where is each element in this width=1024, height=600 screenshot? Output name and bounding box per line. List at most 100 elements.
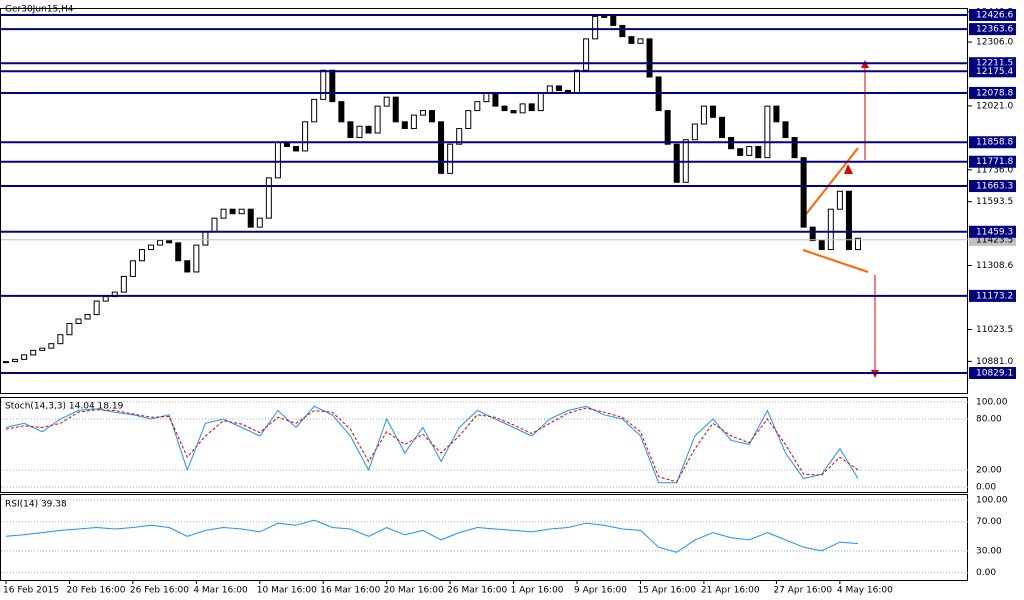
level-tag: 11173.2 [969, 289, 1016, 302]
level-box [969, 155, 1016, 168]
level-label: 11173.2 [976, 291, 1013, 301]
x-tick-label: 16 Feb 2015 [3, 586, 59, 596]
candle [102, 296, 109, 302]
indicator-line [5, 405, 859, 484]
candle [438, 121, 445, 174]
candle [664, 110, 671, 145]
candle [30, 349, 37, 356]
candle [48, 343, 55, 349]
y-tick-label: 11023.5 [976, 325, 1013, 335]
candle [528, 103, 535, 112]
candle [329, 69, 336, 103]
level-tag: 10829.1 [969, 367, 1016, 380]
y-tick-label: 12021.0 [976, 101, 1013, 111]
level-tag: 11771.8 [969, 155, 1016, 168]
candle [274, 141, 281, 179]
candle [447, 143, 454, 174]
candle [483, 92, 490, 103]
current-price-label: 11423.5 [976, 235, 1013, 245]
stoch-label: Stoch(14,3,3) 14.04 18.19 [5, 402, 124, 412]
candle [555, 85, 562, 91]
candle [220, 208, 227, 219]
candle [57, 334, 64, 345]
candle [338, 101, 345, 123]
level-box [969, 225, 1016, 238]
candle [737, 148, 744, 156]
rsi-label: RSI(14) 39.38 [5, 500, 67, 510]
candle [175, 242, 182, 262]
candle [129, 260, 136, 277]
indicator-line [5, 519, 859, 553]
candle [429, 110, 435, 123]
level-box [969, 367, 1016, 380]
candle [410, 114, 417, 130]
level-tag: 12363.6 [969, 23, 1016, 36]
level-box [969, 8, 1016, 21]
candle [800, 157, 807, 228]
level-box [969, 65, 1016, 78]
stoch-panel [0, 397, 968, 493]
candle [855, 237, 861, 251]
y-tick-label: 11593.5 [976, 197, 1013, 207]
candle [501, 105, 508, 112]
x-tick-label: 20 Feb 16:00 [66, 586, 125, 596]
level-box [969, 136, 1016, 149]
candle [619, 24, 626, 38]
candle [75, 318, 82, 325]
candle [347, 121, 354, 138]
candle [293, 145, 300, 152]
candle [845, 190, 852, 251]
price-panel [0, 8, 968, 394]
y-tick-label: 20.00 [976, 465, 1002, 475]
candle [211, 217, 218, 233]
candle [474, 101, 481, 112]
rsi-panel [0, 494, 968, 581]
level-label: 11858.8 [976, 138, 1013, 148]
candle [392, 96, 399, 123]
candle [646, 38, 653, 78]
candle [265, 177, 272, 219]
candle [791, 136, 798, 159]
candle [537, 92, 544, 112]
candle [383, 96, 390, 107]
candle [492, 92, 499, 107]
level-tag: 11663.3 [969, 180, 1016, 193]
candle [401, 121, 408, 130]
candle [719, 116, 726, 138]
level-label: 12078.8 [976, 88, 1013, 98]
candle [510, 110, 517, 114]
candle [256, 217, 263, 228]
level-label: 12211.5 [976, 59, 1013, 69]
y-tick-label: 80.00 [976, 415, 1002, 425]
y-tick-label: 11308.6 [976, 261, 1013, 271]
x-tick-label: 27 Apr 16:00 [773, 586, 832, 596]
candle [238, 208, 245, 215]
candle [628, 36, 635, 44]
candle [229, 208, 236, 215]
y-tick-label: 12306.0 [976, 38, 1013, 48]
candle [12, 358, 19, 363]
candle [546, 85, 553, 94]
level-label: 11663.3 [976, 182, 1013, 192]
y-tick-label: 100.00 [976, 495, 1008, 505]
candle [746, 145, 753, 156]
x-tick-label: 4 May 16:00 [837, 586, 893, 596]
candle [120, 275, 127, 293]
level-box [969, 86, 1016, 99]
candle [193, 244, 200, 273]
level-tag: 12078.8 [969, 86, 1016, 99]
candle [673, 143, 680, 183]
candle [419, 110, 426, 116]
candle [39, 347, 46, 351]
y-tick-label: 11736.0 [976, 165, 1013, 175]
candle [365, 125, 372, 134]
candle [637, 38, 644, 44]
level-label: 11459.3 [976, 227, 1013, 237]
y-tick-label: 0.00 [976, 568, 996, 578]
x-tick-label: 26 Mar 16:00 [447, 586, 507, 596]
y-tick-label: 0.00 [976, 482, 996, 492]
candle [827, 208, 834, 251]
y-tick-label: 100.00 [976, 398, 1008, 408]
candle [465, 110, 472, 130]
